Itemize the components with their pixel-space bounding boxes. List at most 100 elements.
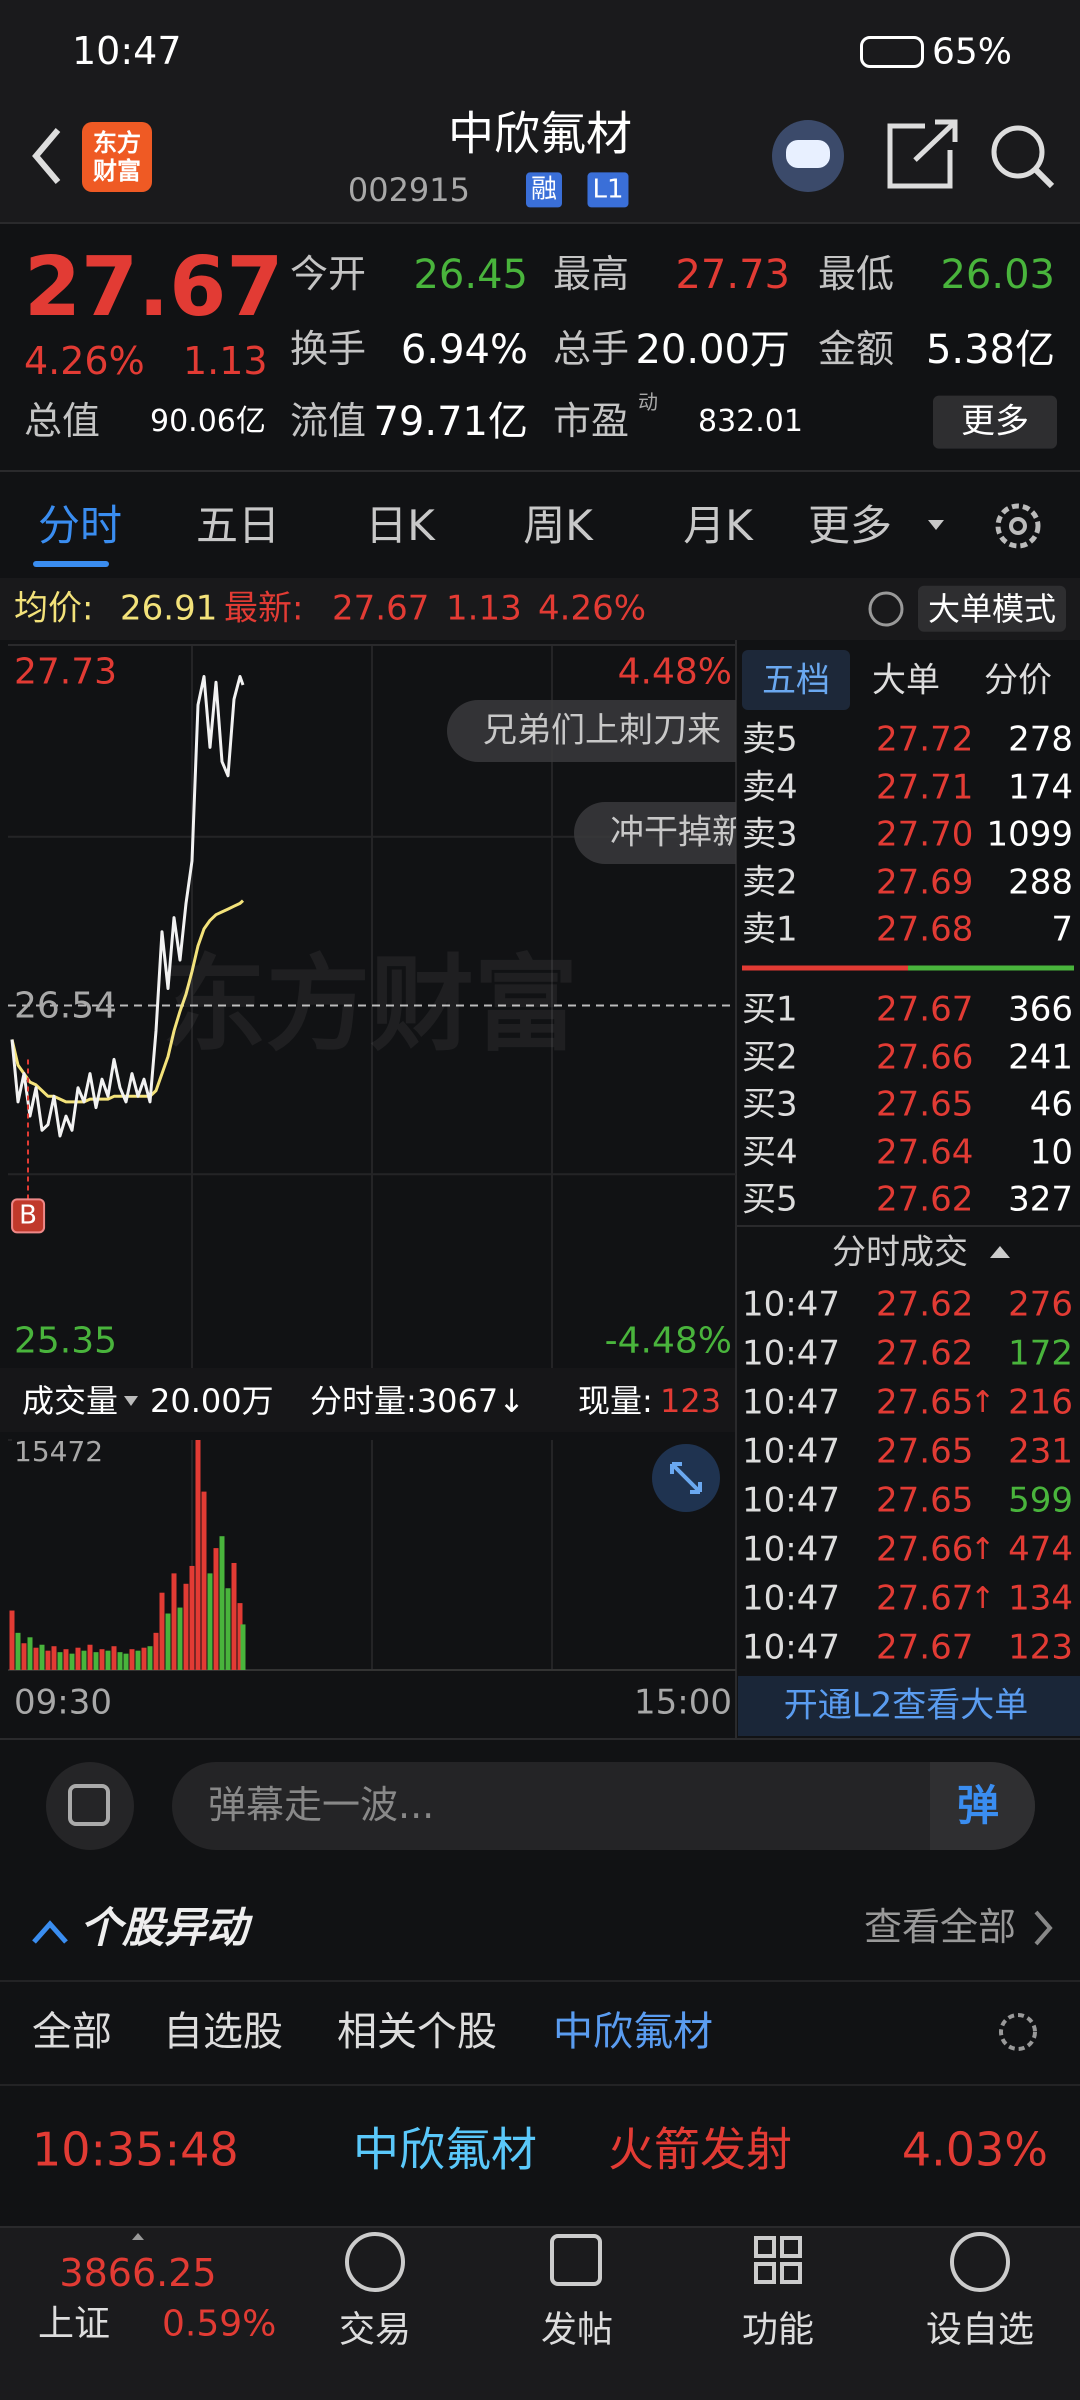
divider — [0, 1980, 1080, 1982]
filter-tab[interactable]: 全部 — [32, 2009, 112, 2055]
nav-item[interactable]: 功能 — [741, 2309, 815, 2351]
danmu-button[interactable] — [930, 1762, 1035, 1850]
latest-label: 最新: — [224, 588, 304, 629]
tab[interactable]: 更多 — [807, 500, 893, 550]
filter-tab[interactable]: 自选股 — [163, 2009, 283, 2055]
danmu-input[interactable] — [172, 1762, 1035, 1850]
nav-item[interactable]: 发帖 — [540, 2309, 614, 2351]
index-value[interactable]: 3866.25 — [59, 2251, 217, 2296]
trade-time: 10:47 — [742, 1480, 840, 1521]
more-button[interactable]: 更多 — [933, 395, 1057, 449]
share-icon[interactable] — [887, 119, 958, 189]
volume-bar — [195, 1440, 201, 1670]
stat-value: 20.00万 — [635, 327, 790, 373]
volume-bar — [9, 1610, 15, 1670]
function-icon — [754, 2262, 776, 2284]
tab[interactable]: 分时 — [37, 500, 123, 550]
stat-label: 总值 — [24, 399, 101, 444]
danmu-placeholder[interactable]: 弹幕走一波... — [208, 1783, 435, 1828]
stat-value: 26.45 — [413, 252, 528, 298]
tab-more-caret — [928, 520, 944, 530]
volume-bar — [231, 1562, 237, 1670]
order-volume: 278 — [1008, 719, 1073, 760]
order-volume: 366 — [1008, 989, 1073, 1030]
volume-total: 20.00万 — [150, 1381, 274, 1420]
big-order-mode[interactable]: 大单模式 — [917, 585, 1067, 633]
search-icon[interactable] — [991, 125, 1045, 179]
volume-bar — [39, 1644, 45, 1670]
assistant-face — [786, 140, 830, 168]
order-price: 27.72 — [876, 719, 974, 760]
divider — [0, 1738, 1080, 1740]
function-icon — [780, 2236, 802, 2258]
nav-item[interactable]: 交易 — [338, 2309, 412, 2351]
view-all[interactable]: 查看全部 — [863, 1905, 1016, 1950]
settings-icon[interactable] — [995, 503, 1041, 549]
event-stock[interactable]: 中欣氟材 — [353, 2122, 537, 2177]
price-line — [10, 675, 245, 1138]
danmaku-text: 冲干掉新 — [610, 812, 736, 853]
trade-price: 27.65 — [876, 1431, 974, 1472]
order-volume: 327 — [1008, 1179, 1073, 1220]
price-tick-label: 25.35 — [14, 1320, 118, 1362]
change-percent: 4.26% — [24, 339, 145, 384]
stock-code: 002915 — [347, 170, 470, 209]
danmu-send[interactable]: 弹 — [956, 1780, 1000, 1830]
divider — [0, 222, 1080, 224]
trade-volume: 134 — [1008, 1578, 1073, 1619]
trade-time: 10:47 — [742, 1627, 840, 1668]
stat-value: 6.94% — [400, 327, 528, 373]
info-bar — [0, 578, 1080, 640]
tab[interactable]: 日K — [365, 500, 435, 550]
order-book-tab[interactable]: 分价 — [984, 660, 1052, 701]
trade-time: 10:47 — [742, 1333, 840, 1374]
movement-title: 个股异动 — [80, 1902, 249, 1952]
volume-bar — [135, 1650, 141, 1670]
post-icon[interactable] — [550, 2234, 602, 2286]
order-book-tab[interactable]: 五档 — [762, 660, 830, 701]
trade-icon[interactable] — [345, 2232, 405, 2292]
tab[interactable]: 月K — [683, 500, 753, 550]
order-price: 27.69 — [876, 862, 974, 903]
collapse-icon[interactable] — [32, 1920, 68, 1944]
trade-price: 27.65 — [876, 1480, 974, 1521]
nav-item[interactable]: 设自选 — [925, 2309, 1035, 2351]
volume-bar — [75, 1647, 81, 1670]
filter-tab[interactable]: 相关个股 — [337, 2009, 497, 2055]
filter-settings-icon[interactable] — [999, 2013, 1037, 2051]
trade-price: 27.67 — [876, 1627, 974, 1668]
current-volume: 123 — [660, 1381, 722, 1420]
order-book-tab[interactable]: 大单 — [872, 660, 940, 701]
l2-banner-text[interactable]: 开通L2查看大单 — [783, 1685, 1029, 1726]
volume-bar — [171, 1573, 177, 1670]
divider — [0, 470, 1080, 472]
l2-banner[interactable] — [738, 1676, 1080, 1736]
tab[interactable]: 五日 — [195, 500, 281, 550]
volume-bar — [165, 1613, 171, 1670]
order-level: 买3 — [742, 1084, 798, 1125]
app-logo-text: 东方财富 — [93, 129, 141, 185]
volume-bar — [15, 1632, 21, 1670]
filter-tab[interactable]: 中欣氟材 — [553, 2009, 713, 2055]
app-logo[interactable]: 东方财富 — [82, 122, 152, 192]
function-icon[interactable] — [754, 2236, 776, 2258]
stat-value: 90.06亿 — [150, 404, 266, 439]
volume-bar — [159, 1592, 165, 1670]
pe-note: 动 — [638, 390, 658, 414]
volume-label[interactable]: 成交量 — [22, 1381, 119, 1420]
tab[interactable]: 周K — [523, 500, 593, 550]
pct-tick-label: -4.48% — [604, 1320, 732, 1362]
trade-time: 10:47 — [742, 1382, 840, 1423]
event-pct: 4.03% — [901, 2122, 1048, 2177]
stat-label: 流值 — [290, 399, 367, 444]
pct-tick-label: 4.48% — [617, 651, 732, 693]
order-price: 27.66 — [876, 1037, 974, 1078]
trade-flag: ↑ — [970, 1581, 996, 1616]
watchlist-icon[interactable] — [950, 2232, 1010, 2292]
back-icon[interactable] — [32, 128, 61, 184]
trade-volume: 231 — [1008, 1431, 1073, 1472]
danmu-icon[interactable] — [46, 1762, 134, 1850]
danmaku-bubble: 兄弟们上刺刀来 — [447, 700, 736, 762]
volume-bar — [111, 1646, 117, 1670]
